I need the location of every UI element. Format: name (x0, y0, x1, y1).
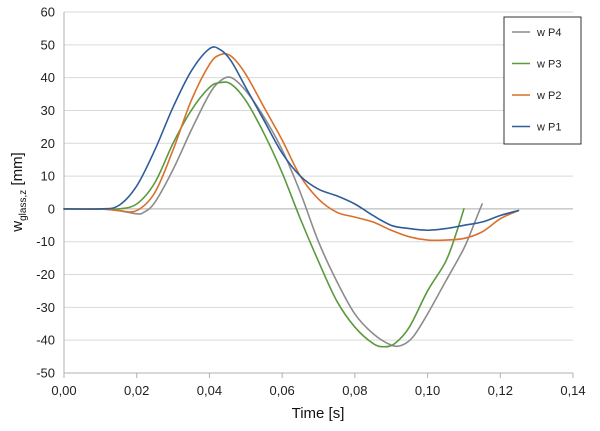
y-tick-label: -10 (36, 234, 55, 249)
x-tick-label: 0,00 (51, 383, 76, 398)
axes (63, 12, 573, 374)
series-lines (63, 46, 520, 348)
y-tick-label: 10 (41, 169, 55, 184)
x-tick-label: 0,06 (269, 383, 294, 398)
y-tick-label: -20 (36, 267, 55, 282)
legend-label: w P2 (536, 90, 561, 102)
x-axis-title: Time [s] (292, 405, 345, 422)
y-axis-title: wglass,z [mm] (9, 152, 29, 232)
y-tick-label: 40 (41, 70, 55, 85)
legend-label: w P4 (536, 27, 561, 39)
x-tick-label: 0,02 (124, 383, 149, 398)
y-tick-label: -30 (36, 300, 55, 315)
x-tick-labels: 0,00 0,02 0,04 0,06 0,08 0,10 0,12 0,14 (51, 373, 586, 398)
y-tick-label: 20 (41, 136, 55, 151)
y-tick-label: 60 (41, 5, 55, 20)
y-tick-label: -50 (36, 366, 55, 381)
y-tick-label: -40 (36, 333, 55, 348)
legend-box (503, 16, 582, 145)
y-tick-label: 0 (48, 201, 55, 216)
x-tick-label: 0,10 (415, 383, 440, 398)
y-tick-label: 50 (41, 37, 55, 52)
y-tick-labels: -50 -40 -30 -20 -10 0 10 20 30 40 50 60 (36, 5, 55, 381)
legend-label: w P3 (536, 59, 561, 71)
x-tick-label: 0,12 (488, 383, 513, 398)
legend: w P4 w P3 w P2 w P1 (503, 16, 582, 145)
y-tick-label: 30 (41, 103, 55, 118)
y-axis-title-main: w (9, 221, 26, 233)
legend-label: w P1 (536, 122, 561, 134)
x-tick-label: 0,04 (197, 383, 222, 398)
y-axis-title-unit: [mm] (9, 152, 26, 190)
series-line-w-p3 (63, 81, 465, 348)
y-axis-title-sub: glass,z (18, 190, 29, 221)
series-line-w-p4 (63, 76, 483, 348)
series-line-w-p2 (63, 52, 520, 242)
x-tick-label: 0,14 (560, 383, 585, 398)
gridlines (64, 11, 573, 374)
series-line-w-p1 (63, 46, 520, 232)
x-tick-label: 0,08 (342, 383, 367, 398)
